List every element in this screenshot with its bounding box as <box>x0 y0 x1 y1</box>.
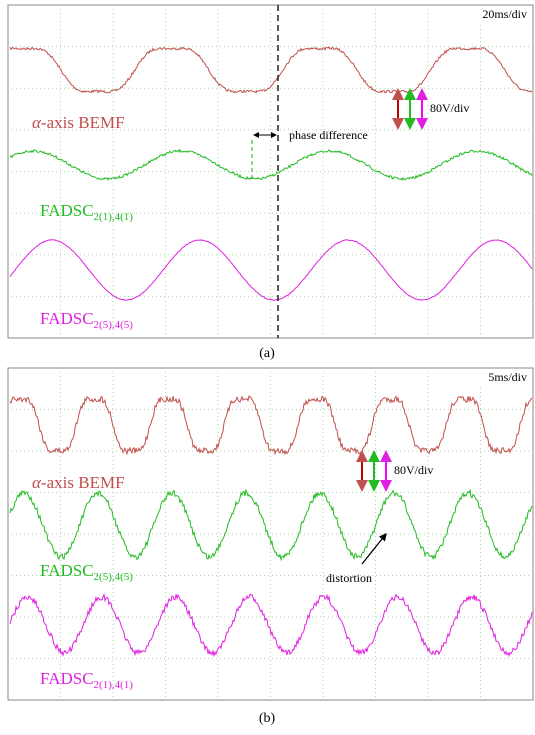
trace-name: FADSC <box>40 201 94 220</box>
scope-panel: α-axis BEMFFADSC2(1),4(1)FADSC2(5),4(5)2… <box>8 5 533 338</box>
time-div: 5ms/div <box>488 370 527 384</box>
trace-label: α-axis BEMF <box>32 113 125 132</box>
panel-caption: (b) <box>259 711 276 726</box>
trace-subscript: 2(1),4(1) <box>94 679 134 691</box>
figure: α-axis BEMFFADSC2(1),4(1)FADSC2(5),4(5)2… <box>0 0 535 730</box>
trace-subscript: 2(1),4(1) <box>94 211 134 223</box>
scope-frame <box>8 368 533 700</box>
scope-frame <box>8 5 533 338</box>
trace-subscript: 2(5),4(5) <box>94 319 134 331</box>
volt-div: 80V/div <box>394 463 433 477</box>
scope-panel: α-axis BEMFFADSC2(5),4(5)FADSC2(1),4(1)5… <box>8 368 533 700</box>
volt-div: 80V/div <box>430 101 469 115</box>
trace-name: -axis BEMF <box>41 113 125 132</box>
trace-name: FADSC <box>40 561 94 580</box>
trace-name: -axis BEMF <box>41 473 125 492</box>
annotation: phase difference <box>289 128 368 142</box>
trace-subscript: 2(5),4(5) <box>94 571 134 583</box>
time-div: 20ms/div <box>482 7 527 21</box>
trace-name: FADSC <box>40 309 94 328</box>
trace-label: α-axis BEMF <box>32 473 125 492</box>
annotation: distortion <box>326 571 372 585</box>
trace-name: FADSC <box>40 669 94 688</box>
panel-caption: (a) <box>259 346 275 361</box>
